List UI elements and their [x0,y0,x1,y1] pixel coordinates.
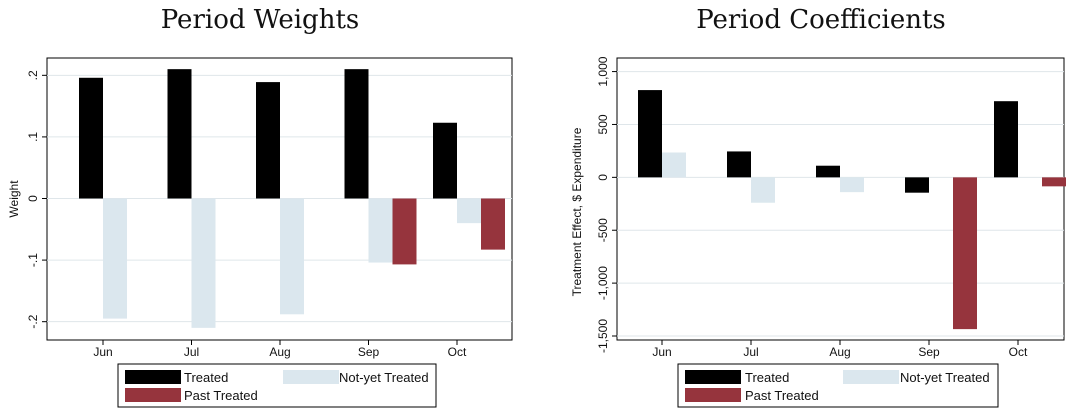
chart-title: Period Weights [161,5,360,35]
bar-past-treated-oct [481,198,505,250]
bar-treated-aug [816,165,840,178]
x-tick-label: Sep [918,345,940,359]
bar-not-yet-treated-jun [662,152,686,178]
chart-title: Period Coefficients [696,5,946,35]
bar-not-yet-treated-oct [457,198,481,224]
y-tick-label: 500 [596,114,610,134]
y-tick-label: -1,500 [596,319,610,353]
bar-treated-jun [638,90,662,178]
legend-label-not-yet: Not-yet Treated [339,370,429,385]
y-tick-label: -1,000 [596,266,610,300]
legend-label-treated: Treated [745,370,789,385]
y-tick-label: 0 [596,174,610,181]
x-tick-label: Sep [358,345,380,359]
y-axis-label: Weight [7,180,21,218]
legend-label-not-yet: Not-yet Treated [900,370,990,385]
period-weights-chart: Period Weights -.2 -.1 0 .1 .2 Jun Jul Aug Sep O… [7,5,513,408]
y-tick-label: -500 [596,218,610,242]
bar-treated-sep [905,177,929,193]
y-axis-ticks: -.2 -.1 0 .1 .2 [26,70,47,329]
x-tick-label: Aug [829,345,850,359]
bar-not-yet-treated-sep [368,198,393,263]
bar-past-treated-oct [1042,177,1066,187]
legend-swatch-not-yet [843,370,899,384]
x-tick-label: Aug [269,345,290,359]
legend-label-treated: Treated [184,370,228,385]
period-coefficients-chart: Period Coefficients -1,500 -1,000 -500 0 500… [570,5,1066,408]
y-axis-ticks: -1,500 -1,000 -500 0 500 1,000 [596,56,617,353]
bar-not-yet-treated-jul [191,198,216,328]
y-tick-label: 1,000 [596,56,610,86]
bar-not-yet-treated-jul [751,177,775,203]
y-tick-label: -.1 [26,253,40,267]
bar-past-treated-sep [392,198,417,265]
bar-treated-aug [256,82,280,199]
bar-treated-oct [994,101,1018,178]
x-tick-label: Oct [1009,345,1028,359]
legend-swatch-past [125,388,181,402]
x-tick-label: Oct [448,345,467,359]
legend-swatch-treated [685,370,741,384]
legend: Treated Not-yet Treated Past Treated [117,363,437,408]
bars [79,69,505,328]
x-axis-ticks: Jun Jul Aug Sep Oct [93,340,467,359]
x-tick-label: Jun [93,345,112,359]
legend: Treated Not-yet Treated Past Treated [677,363,999,408]
legend-swatch-not-yet [283,370,339,384]
y-tick-label: -.2 [26,314,40,328]
x-tick-label: Jul [184,345,199,359]
bar-treated-jul [727,151,751,178]
bar-treated-jun [79,77,103,199]
legend-label-past: Past Treated [745,388,819,403]
bar-treated-sep [344,69,369,199]
legend-swatch-past [685,388,741,402]
legend-swatch-treated [125,370,181,384]
x-tick-label: Jul [743,345,758,359]
bars [638,90,1066,330]
y-tick-label: .1 [26,132,40,142]
bar-not-yet-treated-aug [280,198,304,315]
bar-treated-jul [167,69,192,199]
bar-not-yet-treated-jun [103,198,127,319]
bar-treated-oct [433,122,457,199]
bar-not-yet-treated-aug [840,177,864,193]
y-axis-label: Treatment Effect, $ Expenditure [570,127,584,296]
x-axis-ticks: Jun Jul Aug Sep Oct [652,340,1028,359]
legend-label-past: Past Treated [184,388,258,403]
bar-past-treated-sep [953,177,977,330]
plot-frame [616,57,1065,341]
y-tick-label: 0 [26,195,40,202]
y-tick-label: .2 [26,70,40,80]
x-tick-label: Jun [652,345,671,359]
